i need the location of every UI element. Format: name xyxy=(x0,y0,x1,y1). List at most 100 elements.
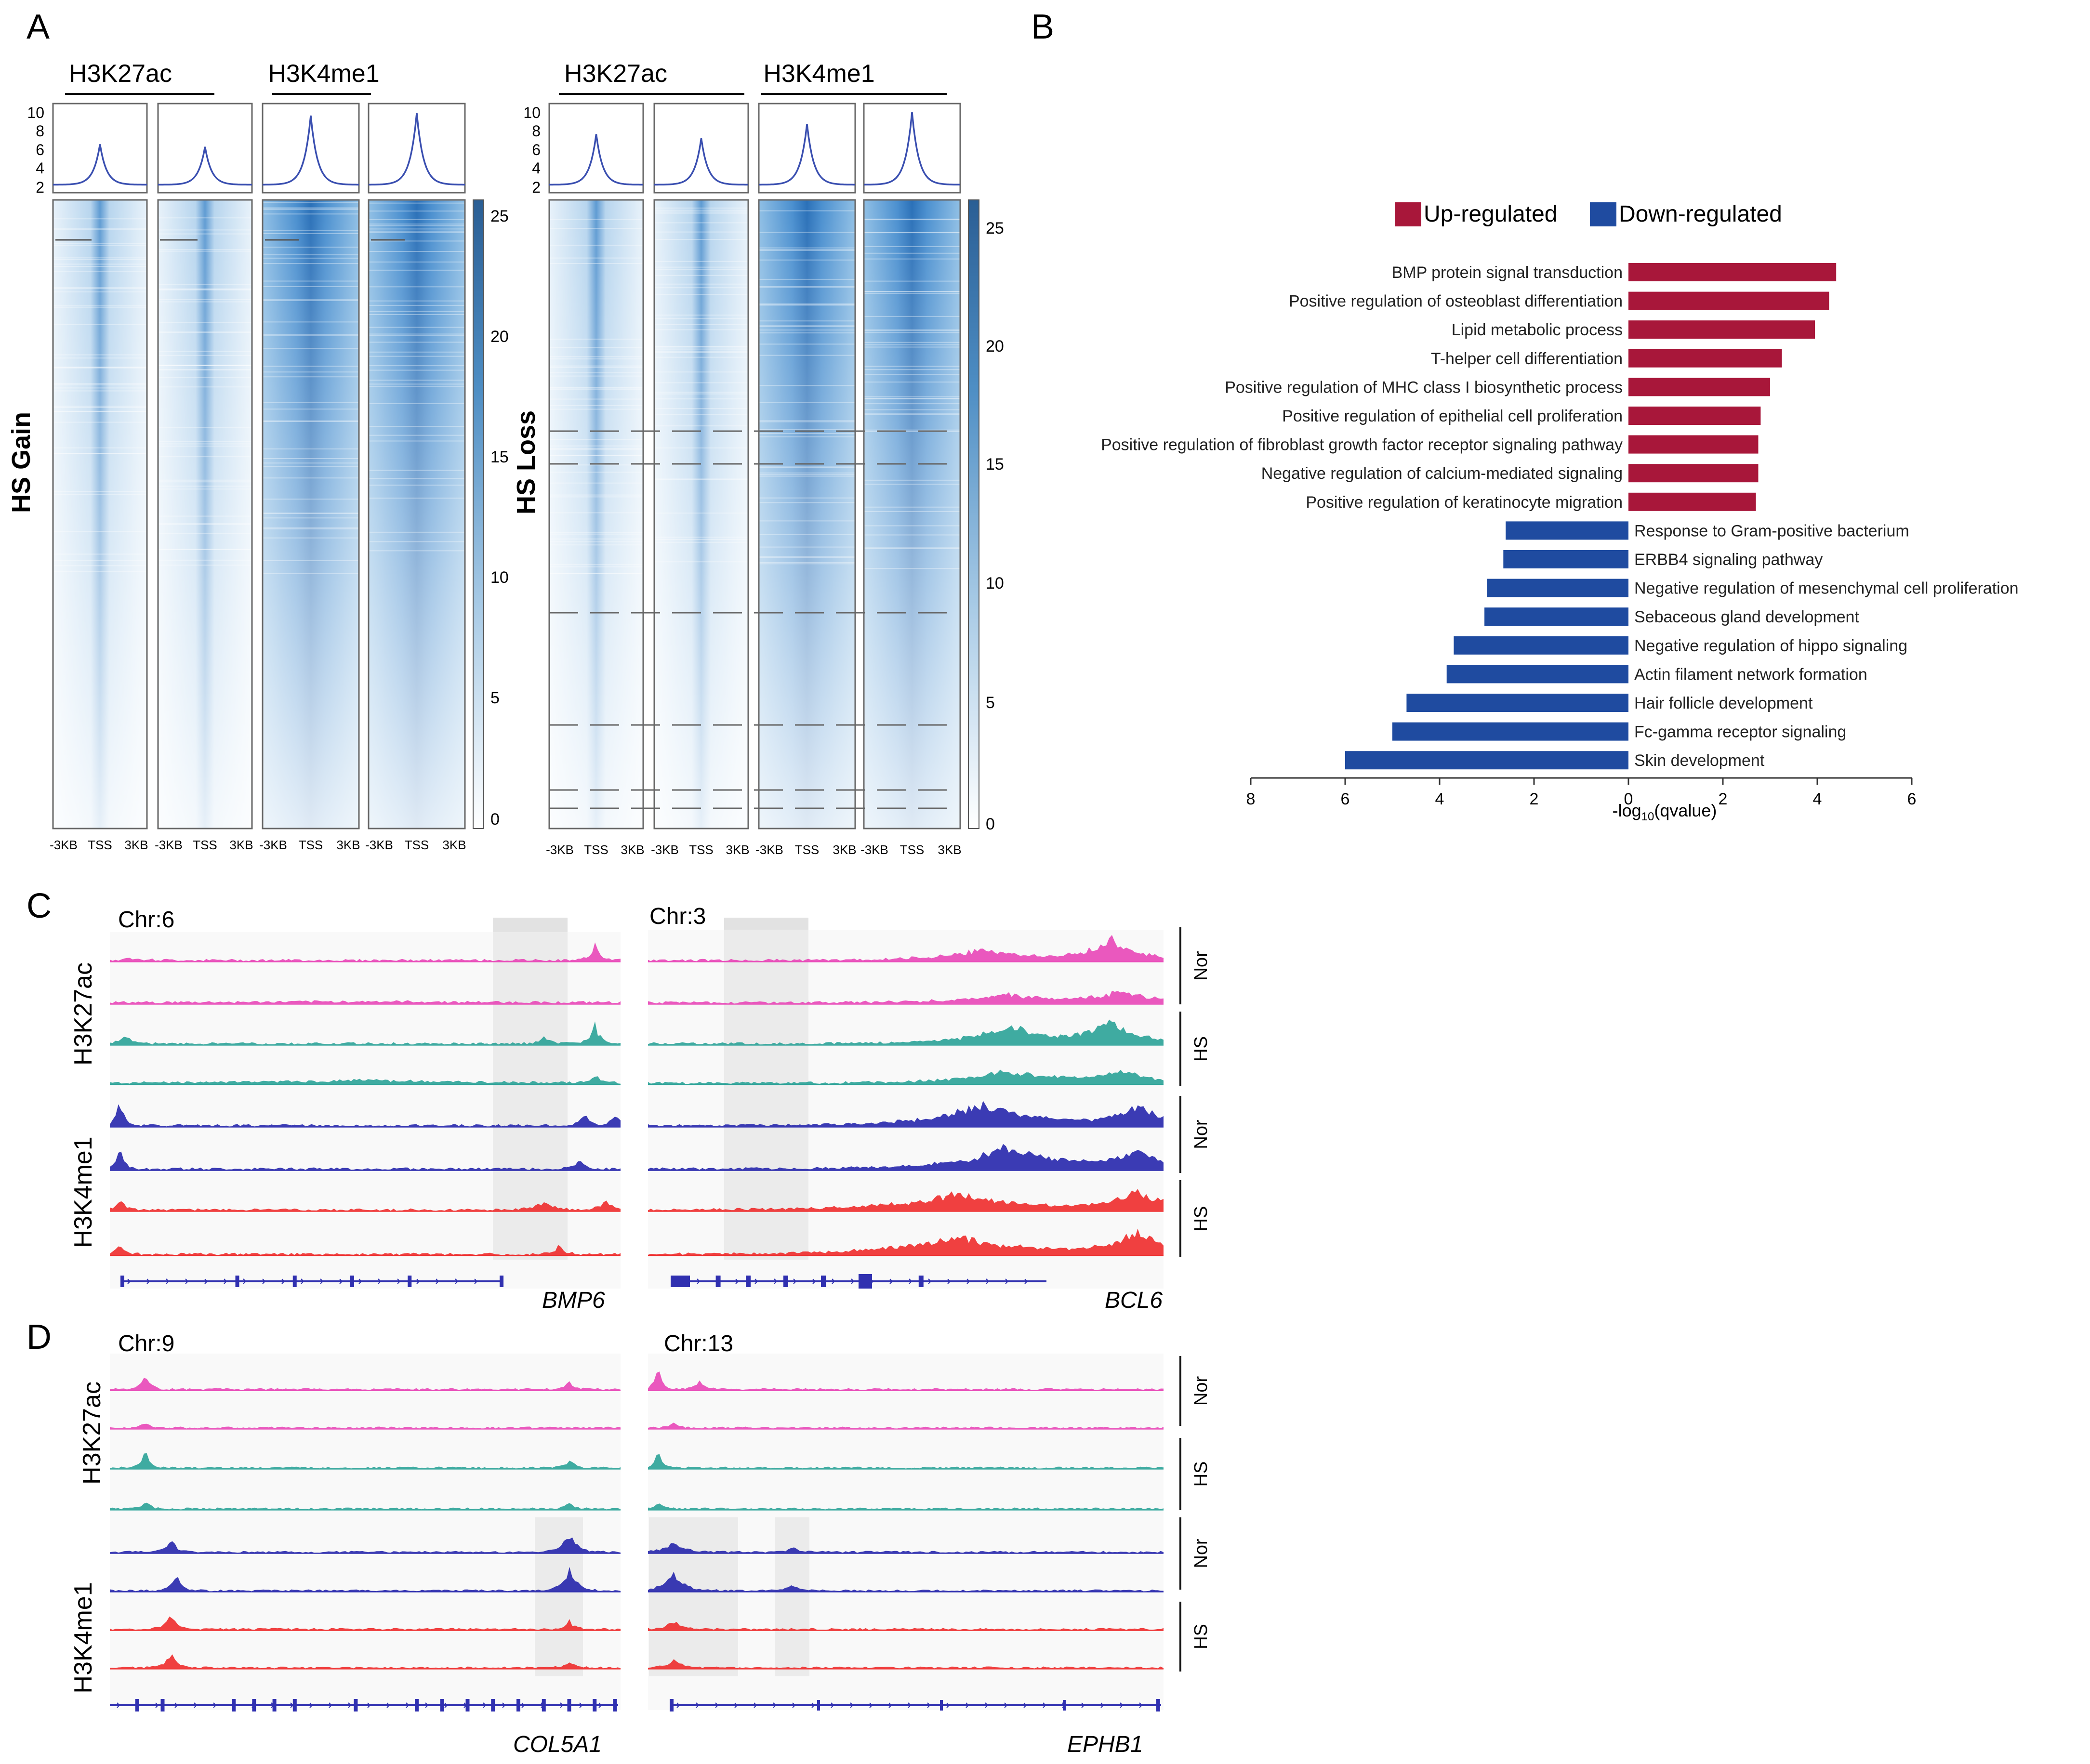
condition-label: HS xyxy=(1191,1206,1211,1232)
signal-track xyxy=(648,1503,1164,1510)
profile-frame xyxy=(758,103,856,194)
gene-strand-arrow xyxy=(320,1278,324,1284)
signal-track xyxy=(648,1228,1164,1256)
signal-track xyxy=(110,1537,621,1553)
gene-exon xyxy=(1063,1700,1066,1711)
gene-name-bcl6: BCL6 xyxy=(1105,1288,1163,1313)
condition-label: HS xyxy=(1191,1461,1211,1487)
header-h3k27ac-right: H3K27ac xyxy=(564,60,667,88)
gene-strand-arrow xyxy=(406,1702,410,1708)
gene-exon xyxy=(292,1699,297,1711)
bar-label: Response to Gram-positive bacterium xyxy=(1634,522,1909,540)
bar xyxy=(1392,722,1628,741)
heatmap-fade xyxy=(549,200,643,829)
heatmap-x-tick: 3KB xyxy=(621,843,644,857)
heatmap-x-tick: 3KB xyxy=(442,838,466,852)
gene-strand-arrow xyxy=(832,1278,835,1284)
gene-exon xyxy=(670,1699,674,1711)
profile-tick: 8 xyxy=(532,122,541,140)
track-area xyxy=(110,932,621,1289)
bar xyxy=(1628,291,1829,310)
bar-label: Fc-gamma receptor signaling xyxy=(1634,723,1846,741)
signal-track xyxy=(110,1200,621,1211)
profile-line xyxy=(759,124,855,186)
heatmap-x-tick: TSS xyxy=(900,843,925,857)
bar-label: ERBB4 signaling pathway xyxy=(1634,551,1823,569)
colorbar-tick: 5 xyxy=(986,694,995,712)
bar xyxy=(1628,492,1756,511)
legend: Up-regulated Down-regulated xyxy=(1395,201,1782,227)
bar xyxy=(1628,435,1759,454)
gene-strand-arrow xyxy=(598,1702,602,1708)
signal-track xyxy=(648,1454,1164,1469)
bar xyxy=(1484,607,1628,626)
gene-strand-arrow xyxy=(676,1702,680,1708)
gene-strand-arrow xyxy=(831,1702,834,1708)
heatmap-x-tick: -3KB xyxy=(546,843,574,857)
heatmap-x-labels: -3KB TSS 3KB -3KB TSS 3KB -3KB TSS 3KB -3KB TSS 3KB… xyxy=(50,838,961,857)
profile-line xyxy=(158,146,252,186)
heatmap-frame xyxy=(368,199,466,829)
gene-strand-arrow xyxy=(774,1278,778,1284)
gene-strand-arrow xyxy=(204,1278,208,1284)
bar-labels: BMP protein signal transduction Positive … xyxy=(1101,263,2018,770)
bar-label: Positive regulation of epithelial cell p… xyxy=(1282,407,1623,425)
bar xyxy=(1628,320,1815,339)
heatmap-columns xyxy=(52,199,961,829)
gene-strand-arrow xyxy=(579,1702,583,1708)
heatmap-x-tick: TSS xyxy=(193,838,217,852)
gene-strand-arrow xyxy=(166,1278,170,1284)
x-tick-label: 2 xyxy=(1530,790,1539,808)
bar-label: T-helper cell differentiation xyxy=(1431,350,1623,368)
gene-exon xyxy=(783,1276,788,1287)
signal-track xyxy=(648,990,1164,1004)
bar-label: Skin development xyxy=(1634,751,1765,770)
colorbar-tick: 20 xyxy=(490,328,509,346)
heatmap-fade xyxy=(369,200,465,829)
panel-label-c: C xyxy=(26,887,52,925)
bar-label: Negative regulation of mesenchymal cell … xyxy=(1634,579,2019,598)
signal-track xyxy=(110,1076,621,1085)
colorbar-tick: 10 xyxy=(986,574,1004,592)
colorbar-tick: 15 xyxy=(490,448,509,466)
profile-frame xyxy=(653,103,749,194)
gene-strand-arrow xyxy=(521,1702,525,1708)
heatmap-x-tick: TSS xyxy=(299,838,323,852)
gene-strand-arrow xyxy=(985,1702,989,1708)
gene-strand-arrow xyxy=(1005,1278,1009,1284)
gene-strand-arrow xyxy=(1081,1702,1085,1708)
panel-b-go-chart: Up-regulated Down-regulated BMP protein … xyxy=(1101,201,2018,823)
chrom-label-c-left: Chr:6 xyxy=(118,907,174,933)
panel-a-heatmaps: H3K27ac H3K4me1 H3K27ac H3K4me1 HS Gain … xyxy=(7,60,1004,857)
heatmap-frame xyxy=(758,199,856,829)
heatmap-x-tick: TSS xyxy=(795,843,820,857)
gene-exon xyxy=(567,1699,571,1711)
signal-track xyxy=(648,1621,1164,1631)
heatmap-x-tick: -3KB xyxy=(755,843,783,857)
profile-line xyxy=(549,134,643,186)
bar xyxy=(1506,521,1628,540)
gene-exon xyxy=(440,1699,444,1711)
gene-strand-arrow xyxy=(850,1702,854,1708)
profile-tick: 6 xyxy=(36,141,44,158)
gene-strand-arrow xyxy=(793,1278,797,1284)
gene-exon xyxy=(500,1276,504,1287)
profile-line xyxy=(654,138,748,186)
condition-label: HS xyxy=(1191,1624,1211,1649)
heatmap-x-tick: -3KB xyxy=(365,838,393,852)
profile-tick: 10 xyxy=(523,104,541,121)
signal-track xyxy=(110,1616,621,1631)
signal-tracks xyxy=(110,935,1164,1670)
mark-label-d-h3k27ac: H3K27ac xyxy=(78,1382,106,1485)
gene-exon xyxy=(491,1699,495,1711)
gene-exon xyxy=(715,1276,721,1287)
hs-gain-label: HS Gain xyxy=(7,412,36,513)
gene-exon xyxy=(235,1276,239,1287)
gene-exon xyxy=(252,1699,256,1711)
gene-strand-arrow xyxy=(909,1278,913,1284)
bar xyxy=(1628,407,1761,425)
profile-tick: 2 xyxy=(532,179,541,196)
panel-label-d: D xyxy=(26,1318,52,1356)
heatmap-fade xyxy=(864,200,960,829)
heatmap-fade xyxy=(263,200,359,829)
